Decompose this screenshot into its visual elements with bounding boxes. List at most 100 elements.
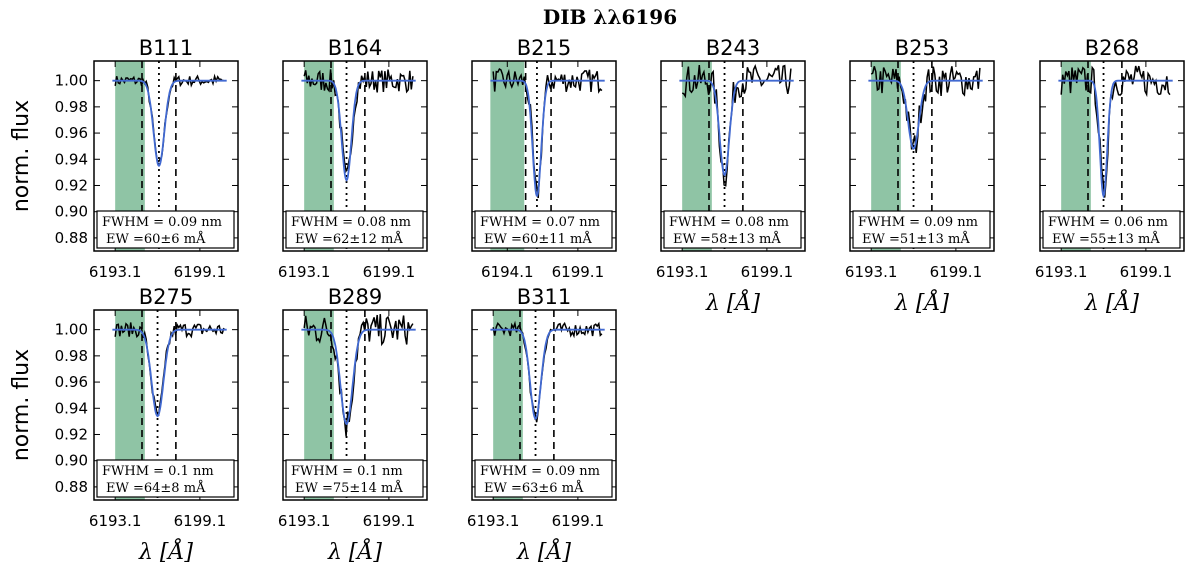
x-tick-label: 6199.1 xyxy=(552,263,605,281)
annotation-box xyxy=(474,210,613,249)
x-tick-label: 6199.1 xyxy=(174,263,227,281)
x-axis-label: λ [Å] xyxy=(516,537,571,565)
y-tick-label: 0.94 xyxy=(55,399,88,417)
x-tick-label: 6199.1 xyxy=(1120,263,1173,281)
x-tick-label: 6193.1 xyxy=(656,263,709,281)
annotation-box xyxy=(852,210,991,249)
axes-frame xyxy=(93,60,239,252)
gaussian-fit-line xyxy=(112,328,227,418)
annotation-box xyxy=(285,459,424,498)
x-axis-label: λ [Å] xyxy=(705,288,760,316)
fwhm-label: FWHM = 0.09 nm xyxy=(102,215,222,230)
annotation-box xyxy=(663,210,802,249)
annotation-box xyxy=(1042,210,1181,249)
y-tick-label: 0.92 xyxy=(55,176,88,194)
y-tick-label: 0.88 xyxy=(55,478,88,496)
ew-label: EW =55±13 mÅ xyxy=(1052,231,1160,247)
panel-title: B289 xyxy=(328,285,383,309)
panel-title: B111 xyxy=(139,36,194,60)
y-tick-label: 1.00 xyxy=(55,321,88,339)
x-tick-label: 6199.1 xyxy=(363,263,416,281)
fwhm-label: FWHM = 0.08 nm xyxy=(669,215,789,230)
x-tick-label: 6193.1 xyxy=(278,263,331,281)
fwhm-label: FWHM = 0.06 nm xyxy=(1048,215,1168,230)
y-tick-label: 0.94 xyxy=(55,150,88,168)
fwhm-label: FWHM = 0.08 nm xyxy=(291,215,411,230)
y-tick-label: 0.98 xyxy=(55,98,88,116)
fwhm-label: FWHM = 0.1 nm xyxy=(102,464,214,479)
gaussian-fit-line xyxy=(868,79,983,150)
x-axis-label: λ [Å] xyxy=(894,288,949,316)
spectrum-line xyxy=(492,67,603,199)
y-tick-label: 0.92 xyxy=(55,425,88,443)
x-axis-label: λ [Å] xyxy=(138,537,193,565)
spectrum-line xyxy=(303,314,414,437)
x-tick-label: 6199.1 xyxy=(363,512,416,530)
gaussian-fit-line xyxy=(1058,79,1173,199)
panel-title: B275 xyxy=(139,285,194,309)
gaussian-fit-line xyxy=(679,79,794,177)
y-tick-label: 0.96 xyxy=(55,124,88,142)
panel-title: B253 xyxy=(895,36,950,60)
x-axis-label: λ [Å] xyxy=(1084,288,1139,316)
axes-frame xyxy=(1039,60,1185,252)
gaussian-fit-line xyxy=(490,328,605,421)
fwhm-label: FWHM = 0.09 nm xyxy=(480,464,600,479)
axes-frame xyxy=(282,60,428,252)
gaussian-fit-line xyxy=(301,79,416,182)
y-tick-label: 0.90 xyxy=(55,452,88,470)
gaussian-fit-line xyxy=(112,79,227,167)
x-axis-label: λ [Å] xyxy=(327,537,382,565)
x-tick-label: 6199.1 xyxy=(552,512,605,530)
y-tick-label: 0.90 xyxy=(55,203,88,221)
panel-title: B311 xyxy=(517,285,572,309)
gaussian-fit-line xyxy=(490,79,605,197)
x-tick-label: 6193.1 xyxy=(845,263,898,281)
axes-frame xyxy=(471,60,617,252)
ew-label: EW =60±11 mÅ xyxy=(484,231,592,247)
ew-label: EW =60±6 mÅ xyxy=(106,231,206,247)
annotation-box xyxy=(474,459,613,498)
x-tick-label: 6193.1 xyxy=(1035,263,1088,281)
ew-label: EW =75±14 mÅ xyxy=(295,480,403,496)
gaussian-fit-line xyxy=(301,328,416,426)
axes-frame xyxy=(93,309,239,501)
panel-title: B215 xyxy=(517,36,572,60)
axes-frame xyxy=(660,60,806,252)
x-tick-label: 6199.1 xyxy=(741,263,794,281)
x-tick-label: 6199.1 xyxy=(174,512,227,530)
spectrum-line xyxy=(303,69,414,173)
x-tick-label: 6194.1 xyxy=(481,263,534,281)
spectrum-line xyxy=(870,66,981,153)
fwhm-label: FWHM = 0.09 nm xyxy=(858,215,978,230)
panel-title: B243 xyxy=(706,36,761,60)
figure-title: DIB λλ6196 xyxy=(543,5,677,29)
panel-title: B268 xyxy=(1085,36,1140,60)
ew-label: EW =51±13 mÅ xyxy=(862,231,970,247)
y-axis-label: norm. flux xyxy=(9,100,34,212)
ew-label: EW =62±12 mÅ xyxy=(295,231,403,247)
y-tick-label: 0.96 xyxy=(55,373,88,391)
ew-label: EW =64±8 mÅ xyxy=(106,480,206,496)
annotation-box xyxy=(96,459,235,498)
x-tick-label: 6193.1 xyxy=(467,512,520,530)
ew-label: EW =63±6 mÅ xyxy=(484,480,584,496)
x-tick-label: 6193.1 xyxy=(89,512,142,530)
annotation-box xyxy=(96,210,235,249)
fwhm-label: FWHM = 0.1 nm xyxy=(291,464,403,479)
ew-label: EW =58±13 mÅ xyxy=(673,231,781,247)
annotation-box xyxy=(285,210,424,249)
axes-frame xyxy=(849,60,995,252)
y-tick-label: 0.98 xyxy=(55,347,88,365)
fwhm-label: FWHM = 0.07 nm xyxy=(480,215,600,230)
axes-frame xyxy=(282,309,428,501)
y-tick-label: 0.88 xyxy=(55,229,88,247)
